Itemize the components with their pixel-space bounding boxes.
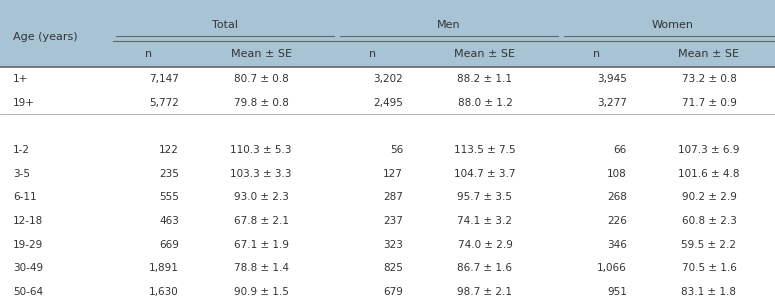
Text: 12-18: 12-18 <box>13 216 43 226</box>
Text: 1,891: 1,891 <box>149 264 179 274</box>
Text: 19+: 19+ <box>13 98 35 108</box>
Text: 101.6 ± 4.8: 101.6 ± 4.8 <box>678 169 740 179</box>
Text: Age (years): Age (years) <box>13 33 78 43</box>
Text: 19-29: 19-29 <box>13 240 43 250</box>
Text: 3,277: 3,277 <box>597 98 627 108</box>
Text: 86.7 ± 1.6: 86.7 ± 1.6 <box>457 264 512 274</box>
Text: 90.2 ± 2.9: 90.2 ± 2.9 <box>681 192 736 202</box>
Text: 110.3 ± 5.3: 110.3 ± 5.3 <box>230 145 291 155</box>
Text: 56: 56 <box>390 145 403 155</box>
Text: 107.3 ± 6.9: 107.3 ± 6.9 <box>678 145 740 155</box>
Text: 50-64: 50-64 <box>13 287 43 297</box>
Text: 287: 287 <box>383 192 403 202</box>
Text: n: n <box>594 49 601 59</box>
Text: 268: 268 <box>607 192 627 202</box>
Text: Mean ± SE: Mean ± SE <box>454 49 515 59</box>
Text: 30-49: 30-49 <box>13 264 43 274</box>
Text: 108: 108 <box>608 169 627 179</box>
Text: 235: 235 <box>159 169 179 179</box>
Text: 67.1 ± 1.9: 67.1 ± 1.9 <box>233 240 288 250</box>
Text: 323: 323 <box>383 240 403 250</box>
Text: 79.8 ± 0.8: 79.8 ± 0.8 <box>233 98 288 108</box>
Text: 2,495: 2,495 <box>373 98 403 108</box>
Bar <box>0 67 775 304</box>
Text: Mean ± SE: Mean ± SE <box>230 49 291 59</box>
Text: 59.5 ± 2.2: 59.5 ± 2.2 <box>681 240 736 250</box>
Text: 555: 555 <box>159 192 179 202</box>
Bar <box>0 0 775 67</box>
Text: 3,945: 3,945 <box>597 74 627 84</box>
Text: 103.3 ± 3.3: 103.3 ± 3.3 <box>230 169 291 179</box>
Text: 3,202: 3,202 <box>374 74 403 84</box>
Text: 71.7 ± 0.9: 71.7 ± 0.9 <box>681 98 736 108</box>
Text: 825: 825 <box>383 264 403 274</box>
Text: n: n <box>146 49 153 59</box>
Text: 70.5 ± 1.6: 70.5 ± 1.6 <box>681 264 736 274</box>
Text: 951: 951 <box>607 287 627 297</box>
Text: 346: 346 <box>607 240 627 250</box>
Text: 78.8 ± 1.4: 78.8 ± 1.4 <box>233 264 288 274</box>
Text: 1+: 1+ <box>13 74 28 84</box>
Text: 463: 463 <box>159 216 179 226</box>
Text: 679: 679 <box>383 287 403 297</box>
Text: 113.5 ± 7.5: 113.5 ± 7.5 <box>454 145 516 155</box>
Text: 7,147: 7,147 <box>149 74 179 84</box>
Text: 122: 122 <box>159 145 179 155</box>
Text: 83.1 ± 1.8: 83.1 ± 1.8 <box>681 287 736 297</box>
Text: 1-2: 1-2 <box>13 145 30 155</box>
Text: 73.2 ± 0.8: 73.2 ± 0.8 <box>681 74 736 84</box>
Text: 237: 237 <box>383 216 403 226</box>
Text: Women: Women <box>652 19 694 29</box>
Text: 127: 127 <box>383 169 403 179</box>
Text: 5,772: 5,772 <box>149 98 179 108</box>
Text: 93.0 ± 2.3: 93.0 ± 2.3 <box>233 192 288 202</box>
Text: 88.0 ± 1.2: 88.0 ± 1.2 <box>457 98 512 108</box>
Text: 1,630: 1,630 <box>150 287 179 297</box>
Text: 6-11: 6-11 <box>13 192 36 202</box>
Text: Men: Men <box>437 19 461 29</box>
Text: 98.7 ± 2.1: 98.7 ± 2.1 <box>457 287 512 297</box>
Text: 104.7 ± 3.7: 104.7 ± 3.7 <box>454 169 515 179</box>
Text: Mean ± SE: Mean ± SE <box>678 49 739 59</box>
Text: 74.1 ± 3.2: 74.1 ± 3.2 <box>457 216 512 226</box>
Text: 67.8 ± 2.1: 67.8 ± 2.1 <box>233 216 288 226</box>
Text: 66: 66 <box>614 145 627 155</box>
Text: n: n <box>370 49 377 59</box>
Text: 88.2 ± 1.1: 88.2 ± 1.1 <box>457 74 512 84</box>
Text: 669: 669 <box>159 240 179 250</box>
Text: 95.7 ± 3.5: 95.7 ± 3.5 <box>457 192 512 202</box>
Text: Total: Total <box>212 19 238 29</box>
Text: 74.0 ± 2.9: 74.0 ± 2.9 <box>457 240 512 250</box>
Text: 80.7 ± 0.8: 80.7 ± 0.8 <box>233 74 288 84</box>
Text: 226: 226 <box>607 216 627 226</box>
Text: 3-5: 3-5 <box>13 169 30 179</box>
Text: 1,066: 1,066 <box>598 264 627 274</box>
Text: 60.8 ± 2.3: 60.8 ± 2.3 <box>681 216 736 226</box>
Text: 90.9 ± 1.5: 90.9 ± 1.5 <box>233 287 288 297</box>
